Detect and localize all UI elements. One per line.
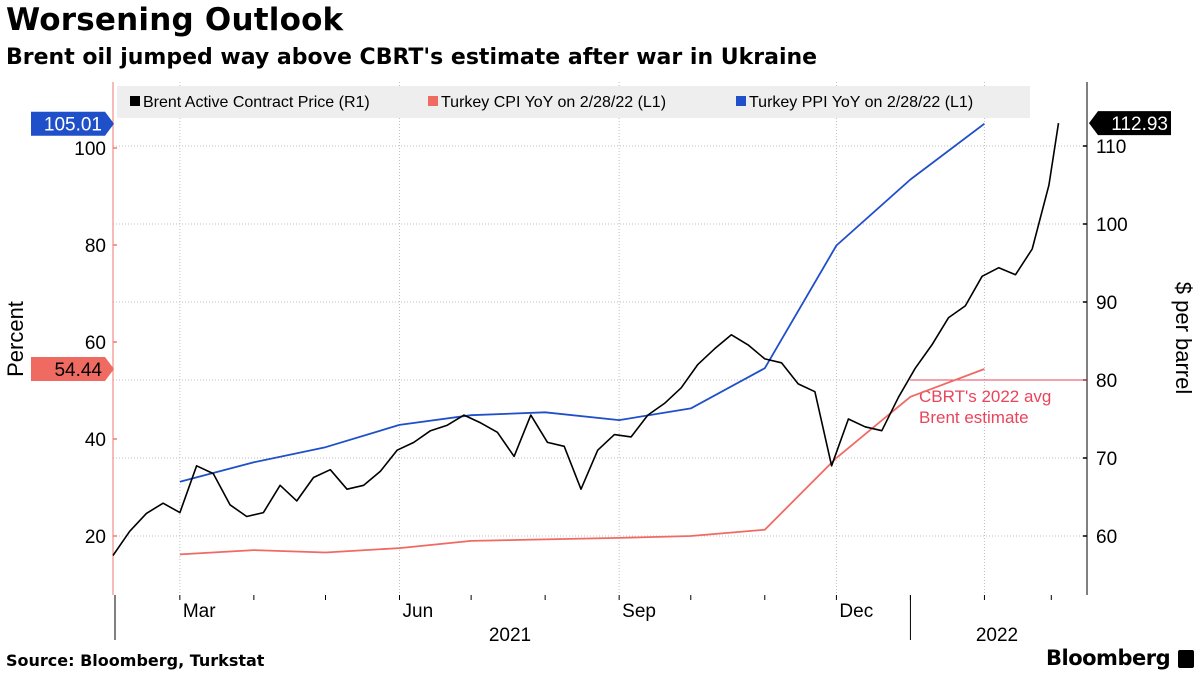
left-tick-label: 60 xyxy=(85,333,106,354)
x-year-label: 2022 xyxy=(976,625,1018,646)
axes: Mar Jun Sep Dec 2021 2022 20 40 60 80 100 60 70 80 90 1… xyxy=(74,82,1128,646)
left-tick-label: 20 xyxy=(85,527,106,548)
last-value-badge xyxy=(31,356,114,381)
x-tick-label: Mar xyxy=(183,601,216,622)
legend-swatch xyxy=(736,96,746,106)
series-lines: CBRT's 2022 avg Brent estimate xyxy=(112,122,1087,556)
right-tick-label: 70 xyxy=(1096,449,1117,470)
last-value-badge xyxy=(31,111,114,136)
x-year-label: 2021 xyxy=(489,625,531,646)
legend-swatch xyxy=(130,96,140,106)
chart-title: Worsening Outlook xyxy=(6,2,344,38)
brent-price-line xyxy=(112,122,1060,556)
annotation-text: CBRT's 2022 avg xyxy=(919,387,1051,406)
right-axis-label: $ per barrel xyxy=(1171,282,1196,395)
right-tick-label: 60 xyxy=(1096,527,1117,548)
x-tick-label: Jun xyxy=(403,601,434,622)
last-value-label: 54.44 xyxy=(54,360,102,381)
last-value-label: 105.01 xyxy=(44,115,102,136)
left-tick-label: 100 xyxy=(74,139,106,160)
right-tick-label: 90 xyxy=(1096,293,1117,314)
legend-background xyxy=(117,86,1030,118)
x-tick-label: Sep xyxy=(622,601,656,622)
right-tick-label: 100 xyxy=(1096,215,1128,236)
chart-subtitle: Brent oil jumped way above CBRT's estima… xyxy=(6,45,818,70)
last-value-badge xyxy=(1089,111,1171,136)
last-value-label: 112.93 xyxy=(1111,114,1168,135)
right-tick-label: 80 xyxy=(1096,371,1117,392)
bloomberg-logo: Bloomberg xyxy=(1046,646,1171,670)
x-tick-label: Dec xyxy=(839,601,873,622)
source-note: Source: Bloomberg, Turkstat xyxy=(6,651,265,670)
legend: Brent Active Contract Price (R1) Turkey C… xyxy=(117,86,1030,118)
legend-label: Turkey PPI YoY on 2/28/22 (L1) xyxy=(749,94,973,111)
annotation-text: Brent estimate xyxy=(919,408,1029,427)
legend-label: Brent Active Contract Price (R1) xyxy=(143,94,370,111)
cpi-line xyxy=(179,368,985,556)
left-tick-label: 80 xyxy=(85,236,106,257)
bloomberg-terminal-icon xyxy=(1178,650,1194,668)
left-axis-label: Percent xyxy=(3,301,28,377)
legend-swatch xyxy=(428,96,438,106)
ppi-line xyxy=(179,122,985,483)
left-tick-label: 40 xyxy=(85,430,106,451)
grid-lines xyxy=(113,82,1087,595)
value-labels: 105.01 54.44 112.93 xyxy=(31,111,1171,381)
right-tick-label: 110 xyxy=(1096,137,1126,158)
legend-label: Turkey CPI YoY on 2/28/22 (L1) xyxy=(441,94,666,111)
